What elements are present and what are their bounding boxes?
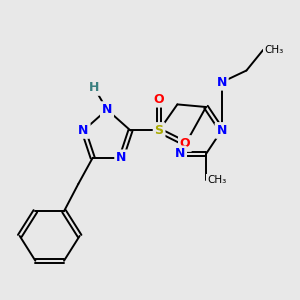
Text: N: N xyxy=(217,76,227,89)
Text: S: S xyxy=(154,124,164,137)
Text: CH₃: CH₃ xyxy=(265,45,284,55)
Text: O: O xyxy=(154,93,164,106)
Text: N: N xyxy=(175,147,185,161)
Text: CH₃: CH₃ xyxy=(207,175,226,185)
Text: N: N xyxy=(217,124,227,137)
Text: N: N xyxy=(78,124,89,137)
Text: O: O xyxy=(180,137,190,150)
Text: N: N xyxy=(102,103,112,116)
Text: N: N xyxy=(116,151,127,164)
Text: H: H xyxy=(89,81,99,94)
